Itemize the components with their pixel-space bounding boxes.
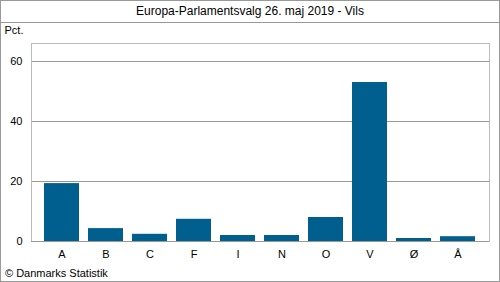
svg-text:F: F xyxy=(191,248,198,260)
svg-text:O: O xyxy=(322,248,331,260)
svg-text:20: 20 xyxy=(10,175,22,187)
svg-text:V: V xyxy=(366,248,374,260)
svg-text:B: B xyxy=(102,248,109,260)
svg-text:40: 40 xyxy=(10,115,22,127)
svg-text:I: I xyxy=(236,248,239,260)
svg-text:Pct.: Pct. xyxy=(5,24,24,36)
svg-text:N: N xyxy=(278,248,286,260)
svg-text:Å: Å xyxy=(454,248,462,260)
svg-text:Ø: Ø xyxy=(410,248,419,260)
svg-text:0: 0 xyxy=(16,235,22,247)
svg-text:A: A xyxy=(58,248,66,260)
svg-text:60: 60 xyxy=(10,55,22,67)
html-text:© Danmarks Statistik: © Danmarks Statistik xyxy=(5,267,108,279)
svg-text:C: C xyxy=(146,248,154,260)
html-text:Europa-Parlamentsvalg 26. maj: Europa-Parlamentsvalg 26. maj 2019 - Vil… xyxy=(136,4,364,18)
